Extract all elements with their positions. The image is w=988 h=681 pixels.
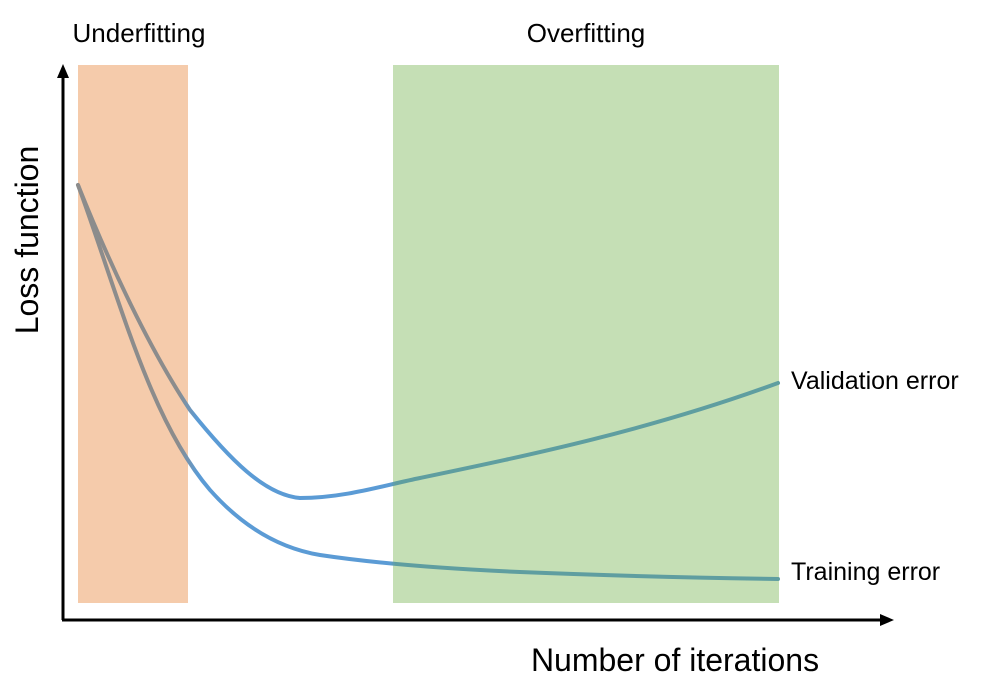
training-error-label: Training error xyxy=(791,558,940,586)
y-axis-arrowhead xyxy=(57,64,69,78)
validation-error-label: Validation error xyxy=(791,367,959,395)
training-error-curve xyxy=(76,183,780,581)
overfitting-region xyxy=(393,65,779,603)
x-axis-arrowhead xyxy=(880,614,894,626)
y-axis-label: Loss function xyxy=(9,146,45,335)
underfitting-region xyxy=(78,65,188,603)
validation-error-curve xyxy=(76,183,780,501)
overfitting-label: Overfitting xyxy=(527,18,646,48)
x-axis-label: Number of iterations xyxy=(531,642,819,678)
underfitting-label: Underfitting xyxy=(73,18,206,48)
